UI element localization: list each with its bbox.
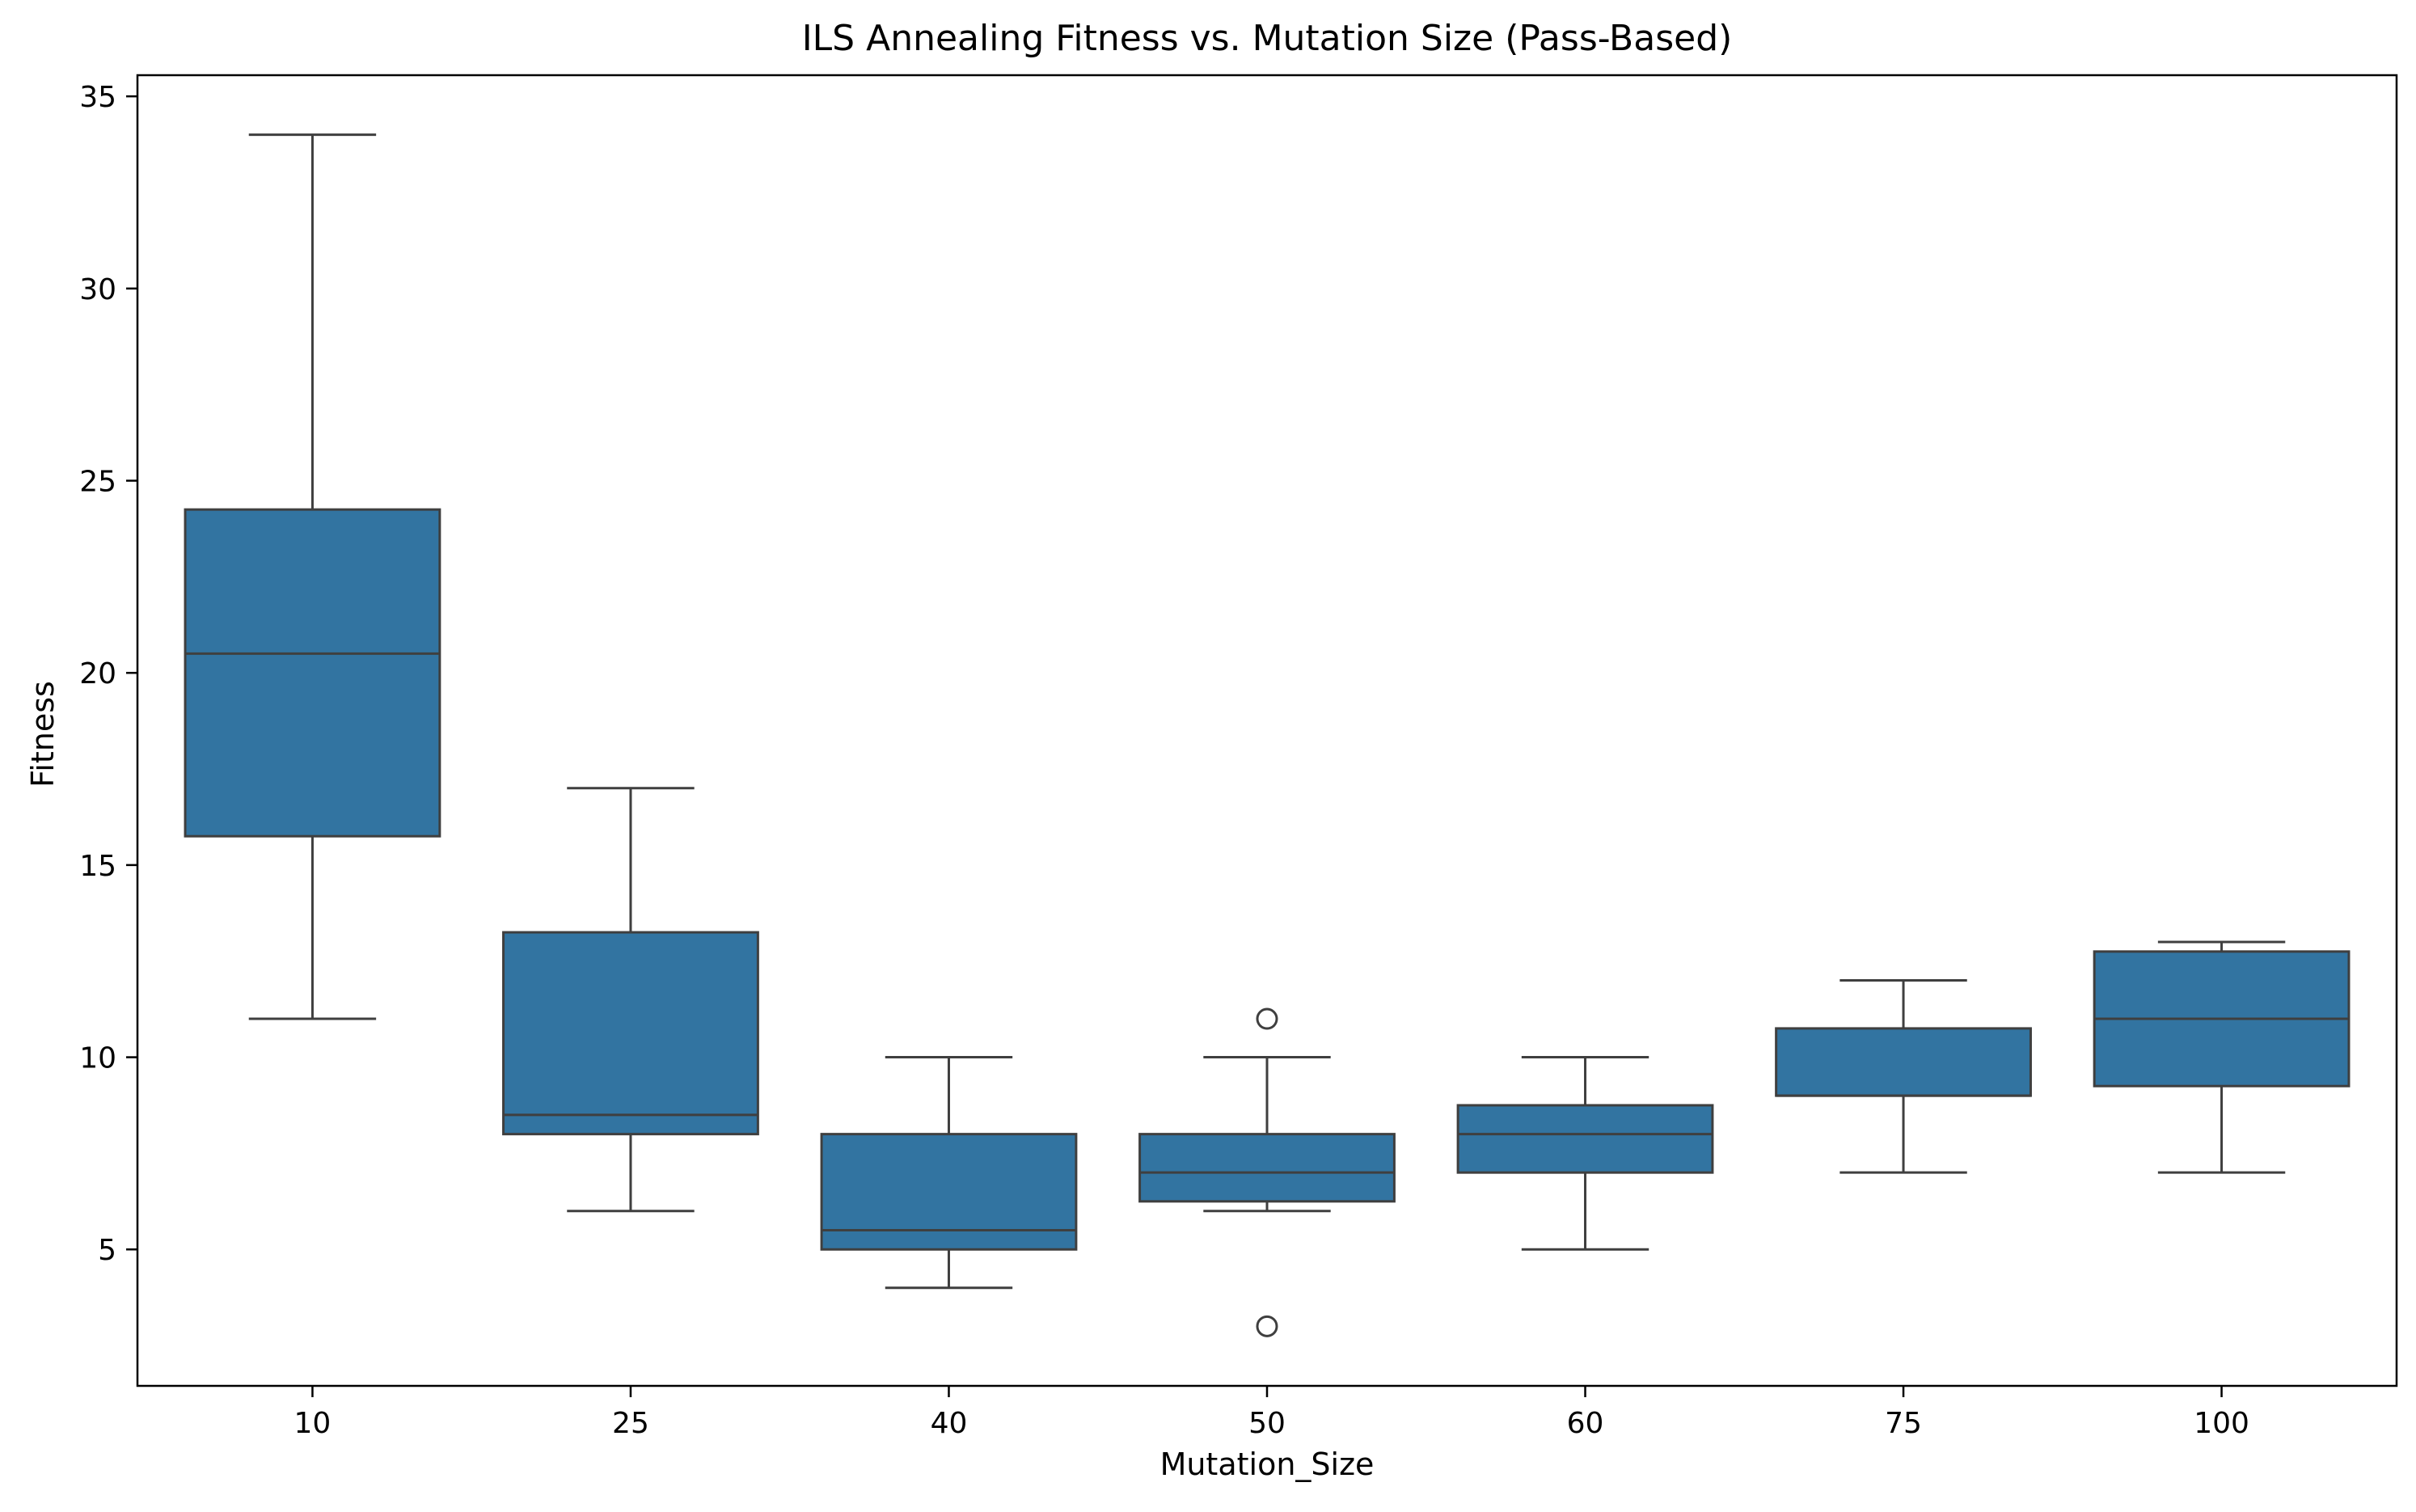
box-group-40 (820, 1056, 1078, 1290)
plot-area-frame (136, 74, 2398, 1387)
box-iqr (502, 931, 759, 1136)
x-tick-label: 10 (294, 1407, 332, 1440)
y-tick-label: 35 (79, 81, 116, 114)
y-axis-label: Fitness (25, 681, 61, 788)
box-group-25 (502, 787, 759, 1213)
x-axis-label: Mutation_Size (1160, 1447, 1375, 1482)
y-tick-label: 25 (79, 466, 116, 499)
y-tick-label: 20 (79, 657, 116, 691)
box-iqr (1456, 1104, 1714, 1174)
y-tick-label: 15 (79, 850, 116, 883)
x-tick-label: 60 (1567, 1407, 1604, 1440)
x-tick-label: 75 (1885, 1407, 1922, 1440)
x-tick-label: 40 (931, 1407, 968, 1440)
box-iqr (1138, 1133, 1396, 1203)
ticks-layer: 10 25 40 50 60 75 100 5 10 15 20 25 30 35 (79, 81, 2249, 1440)
y-tick-label: 30 (79, 273, 116, 306)
box-iqr (1775, 1027, 2032, 1097)
box-group-60 (1456, 1056, 1714, 1251)
box-group-50 (1138, 1007, 1396, 1337)
box-group-10 (184, 133, 441, 1020)
x-tick-label: 50 (1248, 1407, 1286, 1440)
y-tick-label: 5 (98, 1234, 116, 1267)
x-tick-label: 100 (2194, 1407, 2249, 1440)
boxes-layer (184, 133, 2351, 1337)
chart-title: ILS Annealing Fitness vs. Mutation Size … (802, 18, 1733, 59)
outlier-point (1256, 1007, 1278, 1030)
box-iqr (820, 1133, 1078, 1251)
y-tick-label: 10 (79, 1042, 116, 1075)
box-group-100 (2093, 940, 2351, 1174)
outlier-point (1256, 1315, 1278, 1337)
box-iqr (184, 508, 441, 838)
x-tick-label: 25 (612, 1407, 649, 1440)
box-group-75 (1775, 978, 2032, 1174)
